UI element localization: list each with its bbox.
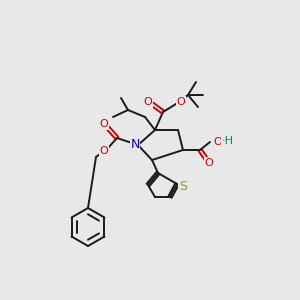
Text: ·H: ·H (222, 136, 234, 146)
Text: O: O (177, 97, 185, 107)
Text: O: O (144, 97, 152, 107)
Text: S: S (179, 179, 187, 193)
Text: O: O (214, 137, 222, 147)
Text: O: O (100, 119, 108, 129)
Text: O: O (100, 146, 108, 156)
Text: N: N (130, 137, 140, 151)
Text: O: O (205, 158, 213, 168)
